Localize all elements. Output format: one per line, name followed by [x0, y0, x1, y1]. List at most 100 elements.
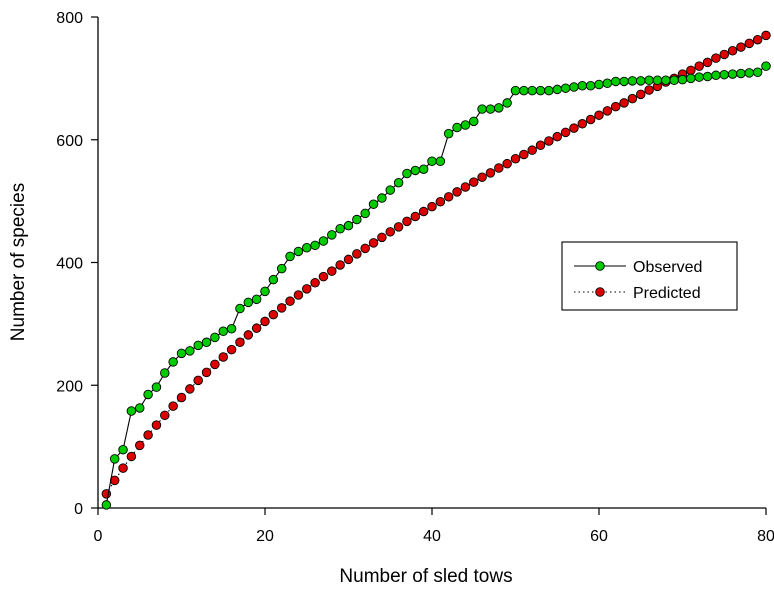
series-point-observed: [226, 324, 237, 334]
series-point-observed: [377, 193, 387, 203]
series-point-predicted: [602, 106, 613, 116]
series-point-observed: [318, 236, 329, 246]
series-point-observed: [293, 246, 304, 257]
series-point-observed: [126, 406, 137, 416]
series-point-predicted: [268, 309, 279, 320]
series-point-observed: [560, 83, 571, 93]
series-point-observed: [402, 168, 412, 179]
series-point-observed: [109, 454, 120, 464]
series-point-observed: [343, 220, 354, 231]
series-point-predicted: [276, 303, 287, 313]
series-point-predicted: [535, 140, 546, 151]
series-point-observed: [552, 84, 563, 95]
series-point-predicted: [402, 216, 412, 227]
series-point-observed: [260, 286, 270, 297]
series-point-predicted: [585, 114, 596, 125]
series-point-observed: [627, 76, 638, 86]
series-point-predicted: [644, 85, 654, 95]
series-point-observed: [702, 71, 713, 82]
series-point-observed: [310, 240, 320, 251]
legend-label-predicted: Predicted: [633, 285, 701, 302]
series-point-predicted: [151, 420, 162, 430]
y-tick-label-4: 800: [56, 10, 83, 27]
legend-marker-observed: [595, 261, 605, 271]
series-point-observed: [452, 122, 462, 133]
series-point-observed: [644, 75, 654, 85]
series-point-observed: [285, 251, 295, 262]
series-point-predicted: [494, 163, 504, 173]
series-point-predicted: [460, 182, 471, 192]
series-point-observed: [585, 80, 596, 91]
legend-box: [561, 241, 738, 311]
series-point-observed: [335, 223, 345, 234]
series-point-observed: [711, 70, 721, 81]
series-point-observed: [694, 72, 704, 82]
series-point-observed: [502, 98, 512, 108]
series-point-predicted: [443, 192, 454, 202]
series-point-predicted: [226, 344, 237, 355]
x-axis-label: Number of sled tows: [339, 566, 512, 587]
series-point-observed: [527, 85, 537, 96]
series-point-observed: [151, 382, 162, 392]
series-point-predicted: [569, 123, 579, 133]
series-point-observed: [101, 500, 112, 510]
series-point-observed: [118, 444, 128, 455]
legend-marker-predicted: [595, 287, 605, 297]
series-point-observed: [761, 61, 771, 71]
series-point-predicted: [636, 89, 646, 100]
series-point-observed: [268, 274, 279, 285]
series-point-predicted: [210, 359, 220, 370]
series-point-observed: [544, 85, 554, 96]
series-point-observed: [594, 79, 604, 90]
series-point-observed: [535, 85, 546, 96]
series-point-predicted: [318, 271, 329, 282]
x-tick-label-0: 0: [94, 528, 103, 545]
series-point-observed: [251, 294, 262, 305]
series-point-observed: [368, 199, 379, 209]
series-point-predicted: [485, 168, 496, 178]
series-point-observed: [168, 357, 178, 367]
x-tick-label-1: 20: [256, 528, 274, 545]
series-point-predicted: [752, 34, 763, 45]
series-point-observed: [327, 230, 337, 240]
series-point-predicted: [694, 61, 704, 71]
series-point-predicted: [727, 46, 738, 56]
series-layer: [101, 30, 771, 510]
series-point-predicted: [711, 53, 721, 63]
series-point-predicted: [418, 206, 429, 217]
series-point-predicted: [627, 93, 638, 104]
series-point-predicted: [118, 463, 128, 473]
x-tick-label-3: 60: [590, 528, 608, 545]
series-point-observed: [669, 75, 679, 85]
series-point-predicted: [251, 323, 262, 333]
series-point-predicted: [469, 177, 479, 187]
series-point-predicted: [427, 201, 437, 212]
series-point-observed: [302, 243, 312, 253]
series-point-predicted: [744, 38, 755, 49]
series-point-observed: [276, 263, 287, 274]
series-point-predicted: [160, 410, 170, 421]
series-point-predicted: [560, 127, 571, 138]
legend: Observed Predicted: [561, 241, 738, 311]
series-point-predicted: [218, 352, 228, 362]
series-point-observed: [577, 80, 588, 91]
series-point-observed: [435, 156, 446, 166]
series-point-predicted: [193, 375, 203, 386]
series-point-predicted: [310, 278, 320, 288]
series-point-predicted: [377, 232, 387, 243]
series-point-observed: [469, 116, 479, 127]
series-point-observed: [393, 177, 404, 188]
series-point-predicted: [235, 337, 245, 348]
series-point-observed: [385, 185, 396, 195]
series-point-predicted: [719, 49, 730, 60]
y-tick-label-2: 400: [56, 256, 83, 273]
series-point-predicted: [393, 222, 404, 232]
series-point-observed: [235, 303, 245, 314]
series-point-observed: [752, 67, 763, 77]
series-point-predicted: [477, 172, 487, 182]
series-point-predicted: [619, 98, 629, 108]
x-tick-label-2: 40: [423, 528, 441, 545]
